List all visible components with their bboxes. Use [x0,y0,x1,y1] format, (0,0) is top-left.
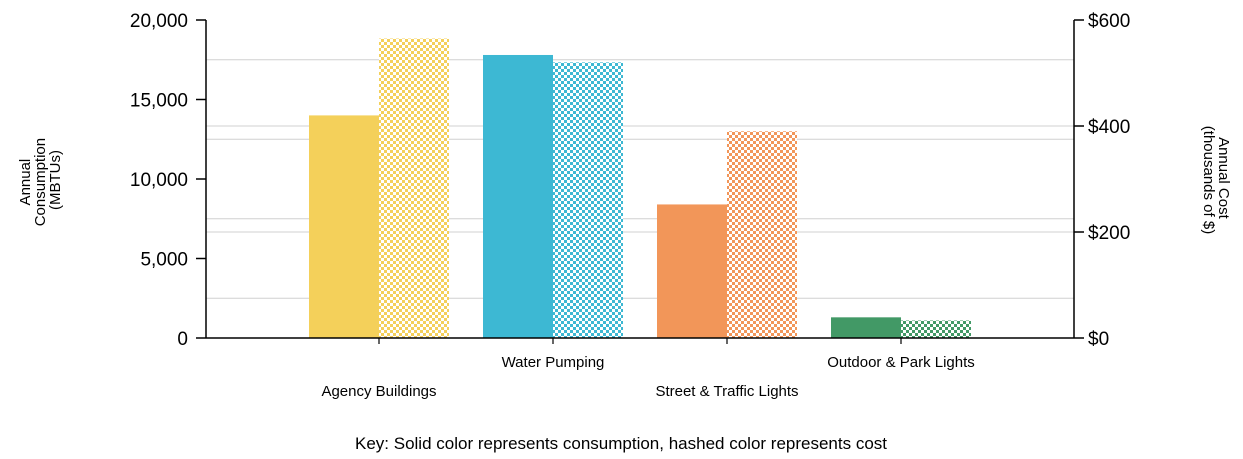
left-tick-label: 0 [177,329,188,350]
consumption-bar [831,317,901,338]
left-tick-label: 20,000 [130,11,188,32]
left-tick-label: 5,000 [140,250,188,271]
consumption-bar [309,115,379,339]
left-tick-label: 15,000 [130,91,188,112]
category-label: Water Pumping [502,354,605,371]
right-tick-label: $400 [1088,117,1130,138]
category-labels: Agency Buildings Water Pumping Street & Tr… [321,338,975,400]
right-axis-title: Annual Cost (thousands of $) [1200,126,1232,234]
cost-bar [553,62,623,339]
right-tick-label: $600 [1088,11,1130,32]
left-axis-title: Annual Consumption (MBTUs) [17,134,64,227]
cost-bar [379,38,449,339]
left-axis-ticks: 0 5,000 10,000 15,000 20,000 [130,11,206,350]
right-axis-ticks: $0 $200 $400 $600 [1074,11,1130,350]
category-label: Street & Traffic Lights [655,383,798,400]
consumption-bar [483,54,553,338]
right-tick-label: $0 [1088,329,1109,350]
category-label: Agency Buildings [321,383,436,400]
consumption-bar [657,204,727,338]
bars [309,38,971,339]
category-label: Outdoor & Park Lights [827,354,975,371]
cost-bar [901,320,971,338]
key-note: Key: Solid color represents consumption,… [355,434,887,453]
left-tick-label: 10,000 [130,170,188,191]
cost-bar [727,131,797,338]
right-tick-label: $200 [1088,223,1130,244]
